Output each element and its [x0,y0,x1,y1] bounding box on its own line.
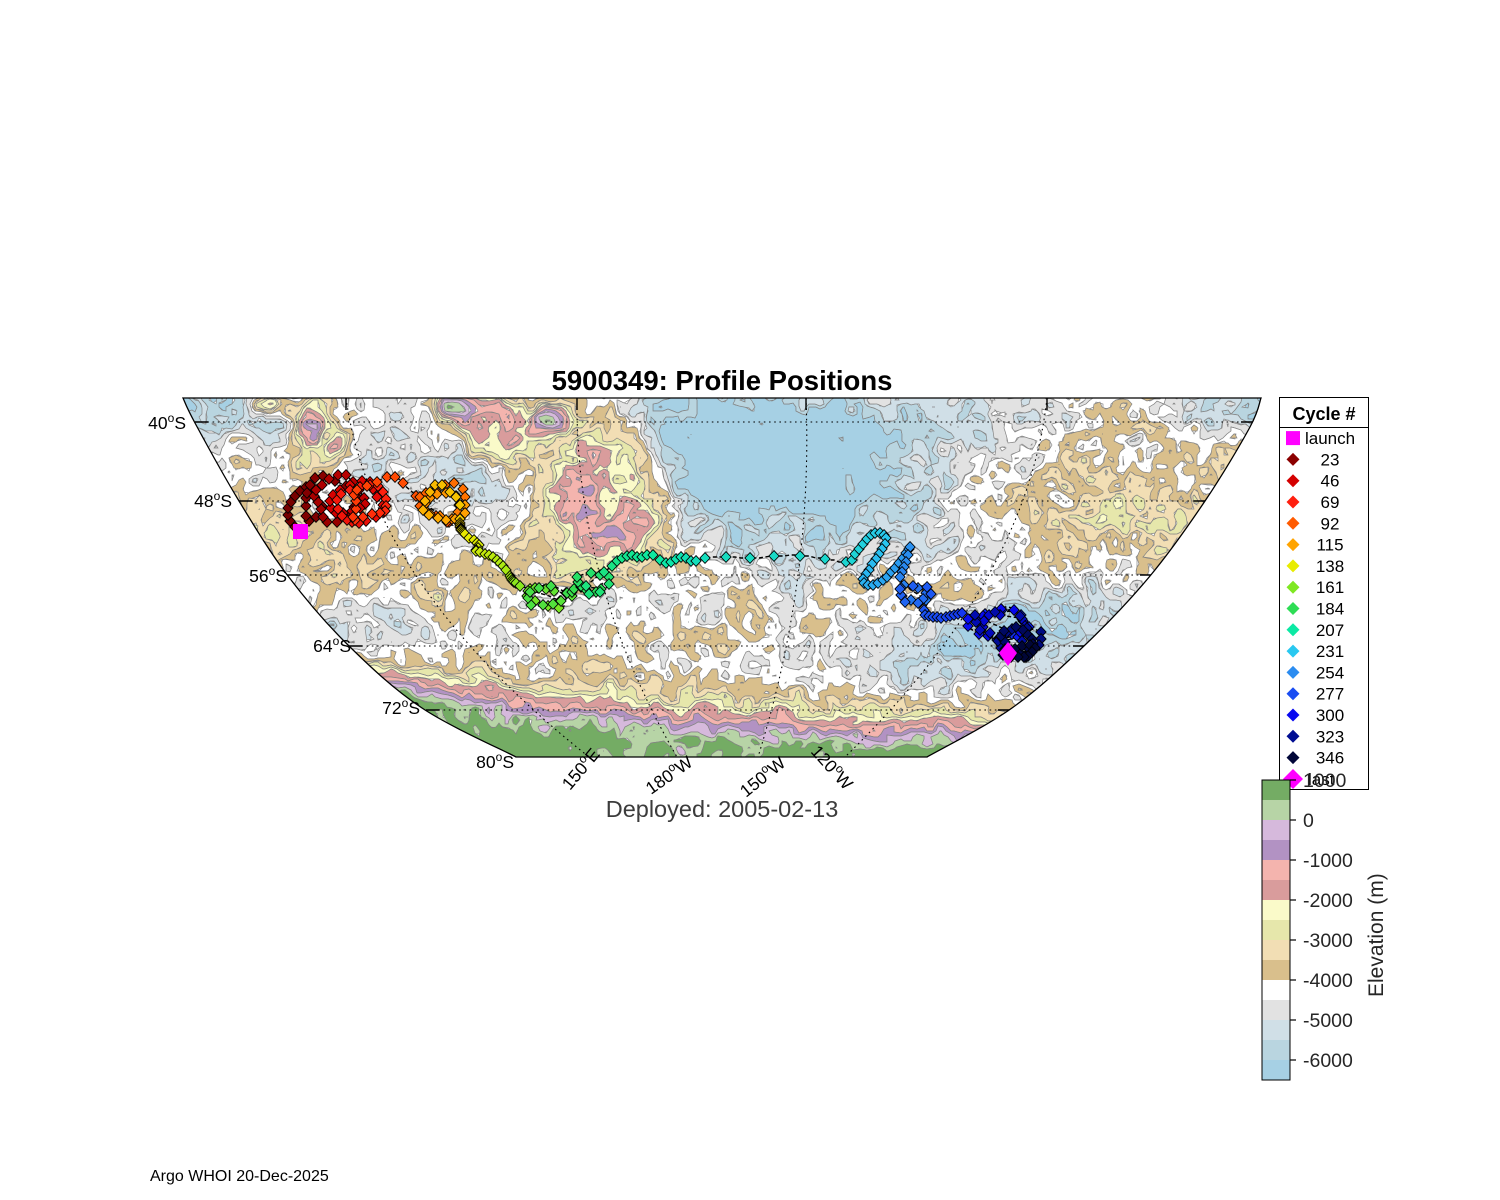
svg-text:46: 46 [1321,472,1340,491]
svg-text:115: 115 [1316,536,1343,555]
svg-text:56oS: 56oS [249,564,287,586]
svg-text:23: 23 [1321,450,1340,469]
svg-text:72oS: 72oS [382,696,420,718]
svg-text:5900349: Profile Positions: 5900349: Profile Positions [552,365,893,396]
svg-text:Deployed: 2005-02-13: Deployed: 2005-02-13 [606,796,839,822]
svg-text:69: 69 [1321,493,1340,512]
svg-text:346: 346 [1316,749,1344,768]
svg-text:Argo WHOI 20-Dec-2025: Argo WHOI 20-Dec-2025 [150,1168,329,1185]
svg-text:-1000: -1000 [1303,850,1353,872]
svg-text:-2000: -2000 [1303,890,1353,912]
svg-text:48oS: 48oS [194,489,232,511]
svg-text:323: 323 [1316,727,1344,746]
svg-text:0: 0 [1303,810,1314,832]
svg-text:-3000: -3000 [1303,930,1353,952]
svg-text:-6000: -6000 [1303,1050,1353,1072]
svg-text:64oS: 64oS [313,634,351,656]
svg-text:300: 300 [1316,706,1344,725]
svg-text:231: 231 [1316,642,1344,661]
svg-text:184: 184 [1316,600,1344,619]
svg-text:1000: 1000 [1303,770,1347,792]
svg-text:138: 138 [1316,557,1344,576]
svg-text:-5000: -5000 [1303,1010,1353,1032]
svg-text:-4000: -4000 [1303,970,1353,992]
svg-text:254: 254 [1316,663,1344,682]
svg-text:80oS: 80oS [476,750,514,772]
svg-text:277: 277 [1316,685,1344,704]
svg-text:40oS: 40oS [148,411,186,433]
svg-text:207: 207 [1316,621,1344,640]
svg-text:161: 161 [1316,578,1344,597]
svg-text:launch: launch [1305,429,1355,448]
svg-text:Cycle #: Cycle # [1292,404,1355,424]
svg-text:92: 92 [1321,514,1340,533]
svg-text:last: last [1308,770,1335,789]
svg-text:Elevation (m): Elevation (m) [1365,873,1388,997]
